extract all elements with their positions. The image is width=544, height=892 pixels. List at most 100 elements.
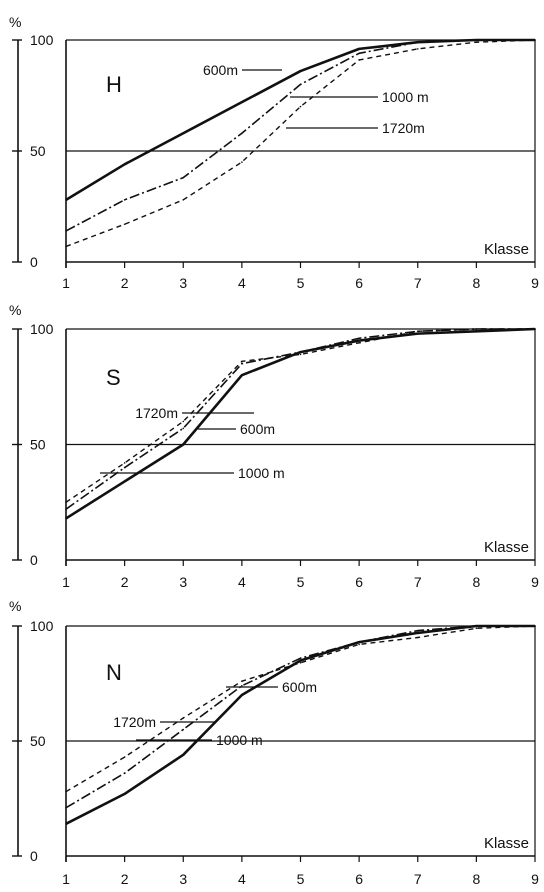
data-point-1720m [475, 627, 478, 630]
x-tick-label: 9 [531, 275, 539, 291]
x-tick-label: 8 [472, 275, 480, 291]
data-point-1720m [416, 330, 419, 333]
data-point-600m [65, 199, 67, 201]
series-line-1000m [65, 39, 535, 232]
y-tick-label: 0 [30, 552, 38, 568]
series-line-1720m [65, 39, 536, 248]
x-tick-label: 6 [355, 871, 363, 887]
data-point-600m [358, 48, 360, 50]
x-tick-label: 5 [297, 275, 305, 291]
panel-label: H [106, 72, 122, 97]
x-tick-label: 9 [531, 871, 539, 887]
data-point-1000m [123, 466, 126, 469]
data-point-1720m [416, 636, 419, 639]
data-point-600m [182, 132, 185, 135]
x-tick-label: 6 [355, 574, 363, 590]
data-point-1720m [534, 328, 536, 330]
x-tick-label: 3 [179, 574, 187, 590]
series-line-1720m [65, 625, 536, 793]
series-line-1720m [65, 328, 535, 503]
data-point-1720m [182, 420, 185, 423]
data-point-1720m [65, 790, 67, 793]
data-point-1000m [358, 641, 360, 643]
data-point-1000m [65, 230, 67, 232]
x-axis-label: Klasse [484, 539, 529, 556]
data-point-1720m [358, 643, 360, 646]
data-point-1720m [416, 48, 419, 50]
data-point-1000m [182, 728, 185, 731]
x-tick-label: 4 [238, 871, 246, 887]
x-tick-label: 3 [179, 871, 187, 887]
annotation-label: 600m [203, 62, 238, 78]
annotation-label: 1000 m [238, 465, 285, 481]
y-tick-label: 100 [30, 618, 54, 634]
data-point-600m [65, 517, 67, 520]
x-tick-label: 7 [414, 275, 422, 291]
data-point-1000m [182, 427, 185, 430]
x-tick-label: 2 [121, 574, 129, 590]
data-point-1000m [475, 39, 478, 41]
chart-panel-n: 0 50 100% 1 2 3 4 5 6 7 8 9 Klasse N 600m 1000 m 1720m [9, 598, 539, 887]
y-tick-label: 50 [30, 437, 46, 453]
panel-label: N [106, 660, 122, 685]
y-tick-label: 50 [30, 733, 46, 749]
data-point-1720m [241, 161, 243, 163]
data-point-1720m [299, 353, 302, 356]
data-point-1000m [65, 508, 67, 510]
annotation-label: 1720m [382, 120, 425, 136]
data-point-1000m [299, 83, 302, 86]
annotation-label: 1720m [135, 405, 178, 421]
y-axis-label: % [9, 14, 21, 30]
data-point-1720m [241, 680, 243, 682]
data-point-600m [416, 332, 419, 335]
x-tick-label: 7 [414, 871, 422, 887]
x-tick-label: 5 [297, 871, 305, 887]
data-point-1720m [182, 199, 185, 201]
data-point-1000m [358, 52, 360, 55]
data-point-600m [475, 330, 478, 333]
annotation-label: 1000 m [382, 89, 429, 105]
data-point-1000m [299, 657, 302, 659]
x-tick-label: 3 [179, 275, 187, 291]
data-point-600m [123, 793, 126, 795]
x-tick-label: 5 [297, 574, 305, 590]
data-point-600m [416, 632, 419, 634]
data-point-1000m [123, 199, 126, 201]
x-tick-label: 4 [238, 275, 246, 291]
data-point-1720m [534, 39, 536, 41]
x-tick-label: 8 [472, 574, 480, 590]
data-point-600m [182, 754, 185, 756]
data-point-1000m [123, 772, 126, 774]
data-point-1720m [358, 342, 360, 344]
data-point-1720m [358, 59, 360, 61]
data-point-1720m [241, 360, 243, 363]
data-point-600m [123, 163, 126, 166]
x-tick-label: 1 [62, 275, 70, 291]
chart-panel-h: 0 50 100% 1 2 3 4 5 6 7 8 9 Klasse H 600m 1000 m 1720m [9, 14, 539, 291]
x-tick-label: 8 [472, 871, 480, 887]
data-point-1000m [182, 176, 185, 179]
data-point-600m [241, 694, 243, 696]
x-tick-label: 4 [238, 574, 246, 590]
panel-label: S [106, 365, 121, 390]
data-point-1000m [241, 362, 243, 365]
x-tick-label: 2 [121, 871, 129, 887]
x-axis-label: Klasse [484, 835, 529, 852]
data-point-1720m [475, 41, 478, 44]
data-point-600m [358, 339, 360, 342]
data-point-1000m [358, 337, 360, 340]
data-point-1720m [475, 328, 478, 330]
data-point-600m [241, 374, 243, 377]
data-point-1720m [299, 662, 302, 664]
y-tick-label: 100 [30, 321, 54, 337]
data-point-1000m [241, 685, 243, 687]
annotation-label: 600m [240, 421, 275, 437]
y-tick-label: 50 [30, 143, 46, 159]
y-tick-label: 0 [30, 254, 38, 270]
data-point-600m [65, 823, 67, 825]
data-point-1720m [65, 501, 67, 504]
data-point-600m [182, 443, 185, 446]
x-tick-label: 2 [121, 275, 129, 291]
y-axis-label: % [9, 302, 21, 318]
data-point-1720m [123, 223, 126, 226]
